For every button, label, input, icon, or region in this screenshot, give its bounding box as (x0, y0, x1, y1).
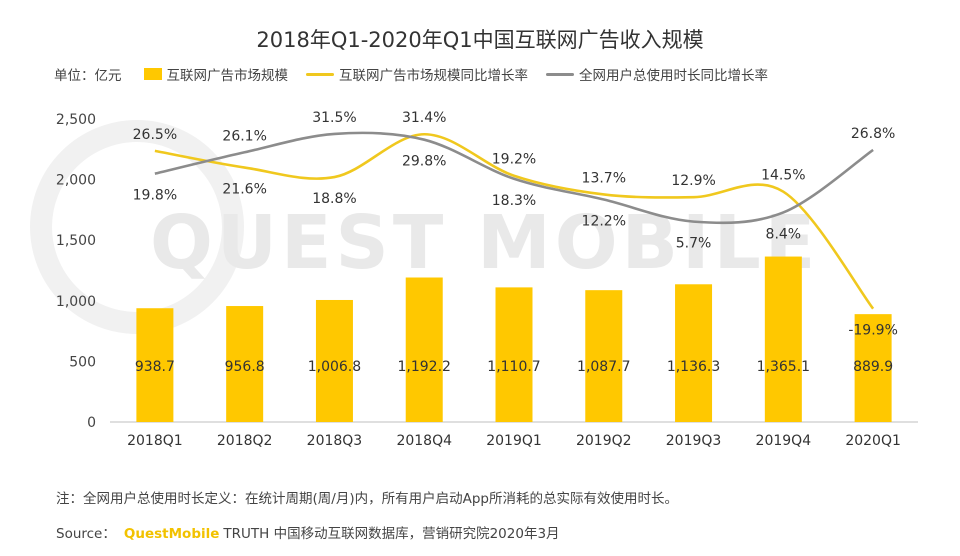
yoy-data-label: 13.7% (582, 170, 626, 186)
source-brand: QuestMobile (123, 526, 220, 542)
yoy-data-label: -19.9% (848, 323, 898, 339)
legend-swatch-bar (143, 68, 162, 80)
series-line-usage (154, 131, 874, 225)
usage-data-label: 29.8% (402, 154, 446, 170)
bar (764, 256, 802, 422)
usage-data-label: 8.4% (766, 226, 802, 242)
yoy-data-label: 31.4% (402, 110, 446, 126)
yoy-data-label: 26.5% (133, 127, 177, 143)
legend-swatch-usage (546, 72, 574, 76)
source-line: Source： QuestMobile TRUTH 中国移动互联网数据库，营销研究院… (56, 522, 564, 542)
usage-data-label: 26.1% (222, 128, 266, 144)
x-tick-label: 2020Q1 (845, 433, 901, 449)
x-tick-label: 2019Q1 (486, 433, 542, 449)
yoy-data-label: 21.6% (222, 182, 266, 198)
y-tick-label: 0 (87, 415, 96, 431)
legend-item-usage: 全网用户总使用时长同比增长率 (546, 64, 768, 84)
bar (675, 284, 713, 422)
x-tick-label: 2018Q2 (217, 433, 273, 449)
y-tick-label: 1,500 (56, 233, 96, 249)
x-tick-label: 2019Q2 (576, 433, 632, 449)
bar-data-label: 1,110.7 (487, 359, 540, 375)
y-tick-label: 1,000 (56, 294, 96, 310)
yoy-data-label: 19.2% (492, 152, 536, 168)
usage-data-label: 5.7% (676, 236, 712, 252)
yoy-data-label: 18.8% (312, 191, 356, 207)
bar (226, 306, 264, 422)
y-tick-label: 500 (69, 354, 96, 370)
usage-data-label: 31.5% (312, 110, 356, 126)
bar-data-label: 938.7 (135, 359, 175, 375)
x-tick-label: 2018Q3 (307, 433, 363, 449)
legend-label-usage: 全网用户总使用时长同比增长率 (579, 68, 768, 84)
legend: 单位：亿元 互联网广告市场规模 互联网广告市场规模同比增长率 全网用户总使用时长… (54, 63, 786, 85)
bar-data-label: 1,192.2 (398, 359, 451, 375)
bar-data-label: 889.9 (853, 359, 893, 375)
bar-data-label: 1,087.7 (577, 359, 630, 375)
unit-label: 单位：亿元 (54, 68, 122, 84)
x-tick-label: 2019Q4 (756, 433, 812, 449)
yoy-data-label: 14.5% (761, 168, 805, 184)
yoy-data-label: 12.9% (671, 173, 715, 189)
y-tick-label: 2,500 (56, 112, 96, 128)
chart-plot: 0 500 1,000 1,500 2,000 2,500 938.7 956.8 1,006.… (56, 110, 918, 449)
legend-label-bar: 互联网广告市场规模 (166, 68, 289, 84)
usage-data-label: 18.3% (492, 193, 536, 209)
bar (136, 308, 174, 422)
legend-item-yoy: 互联网广告市场规模同比增长率 (306, 64, 528, 84)
x-tick-label: 2018Q4 (396, 433, 452, 449)
bar-data-label: 1,006.8 (308, 359, 361, 375)
usage-data-label: 26.8% (851, 126, 895, 142)
x-tick-label: 2019Q3 (666, 433, 722, 449)
x-tick-label: 2018Q1 (127, 433, 183, 449)
watermark: QUEST MOBILE (150, 200, 820, 286)
legend-label-yoy: 互联网广告市场规模同比增长率 (339, 68, 528, 84)
bar (315, 299, 353, 422)
legend-swatch-yoy (306, 72, 334, 76)
bar (585, 290, 623, 422)
bar (495, 287, 533, 422)
bar (405, 277, 443, 422)
bar-data-label: 956.8 (225, 359, 265, 375)
source-prefix: Source： (56, 526, 116, 542)
legend-item-bar: 互联网广告市场规模 (143, 64, 289, 84)
chart-title: 2018年Q1-2020年Q1中国互联网广告收入规模 (256, 28, 704, 52)
bar-data-label: 1,136.3 (667, 359, 720, 375)
source-rest: TRUTH 中国移动互联网数据库，营销研究院2020年3月 (223, 526, 560, 542)
footnote: 注：全网用户总使用时长定义：在统计周期(周/月)内，所有用户启动App所消耗的总… (56, 491, 678, 507)
bar (854, 314, 892, 422)
usage-data-label: 19.8% (133, 188, 177, 204)
y-tick-label: 2,000 (56, 173, 96, 189)
bar-data-label: 1,365.1 (757, 359, 810, 375)
usage-data-label: 12.2% (582, 214, 626, 230)
series-line-yoy (154, 132, 875, 310)
